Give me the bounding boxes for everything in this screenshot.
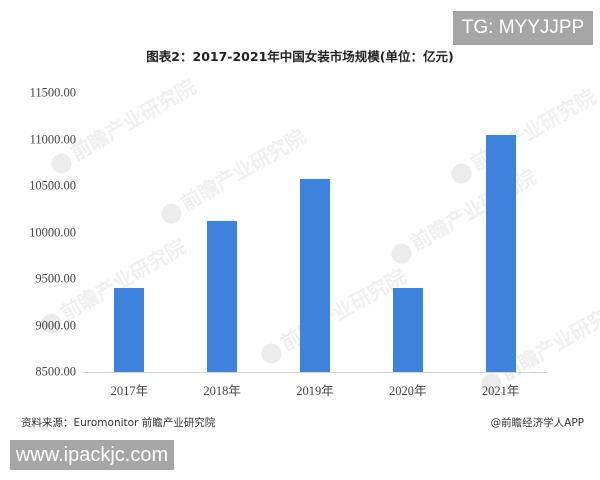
watermark-logo-icon [157, 199, 185, 227]
bar-2020 [392, 288, 423, 372]
watermark-text: 前瞻产业研究院 [254, 261, 411, 368]
y-tick-label: 11000.00 [29, 132, 76, 146]
watermark-logo-icon [447, 159, 475, 187]
y-tick-label: 9500.00 [35, 271, 76, 286]
x-tick-label: 2019年 [296, 384, 334, 398]
x-axis-line [83, 372, 547, 373]
source-note: 资料来源：Euromonitor 前瞻产业研究院 [21, 417, 216, 429]
x-tick-label: 2020年 [389, 384, 427, 398]
credit-note: @前瞻经济学人APP [490, 417, 584, 429]
watermark-text: 前瞻产业研究院 [154, 121, 311, 228]
watermark-text: 前瞻产业研究院 [384, 161, 541, 268]
y-tick-label: 11500.00 [29, 85, 76, 100]
chart-title: 图表2：2017-2021年中国女装市场规模(单位：亿元) [146, 49, 454, 64]
y-tick-label: 9000.00 [35, 318, 76, 332]
bar-2019 [300, 178, 330, 372]
bar-2017 [114, 288, 145, 372]
y-tick-label: 10000.00 [29, 225, 76, 239]
x-tick-label: 2017年 [110, 384, 149, 398]
x-tick-label: 2021年 [481, 384, 520, 398]
website-badge: www.ipackjc.com [10, 440, 174, 470]
watermark-logo-icon [257, 339, 285, 367]
bar-2018 [207, 221, 238, 372]
watermark-text: 前瞻产业研究院 [444, 81, 600, 188]
y-tick-label: 10500.00 [29, 178, 76, 193]
tg-badge: TG: MYYJJPP [453, 11, 593, 45]
watermark-logo-icon [387, 239, 415, 267]
watermark-logo-icon [47, 149, 75, 177]
bar-2021 [485, 134, 516, 372]
y-tick-label: 8500.00 [35, 364, 76, 379]
x-tick-label: 2018年 [203, 384, 241, 398]
